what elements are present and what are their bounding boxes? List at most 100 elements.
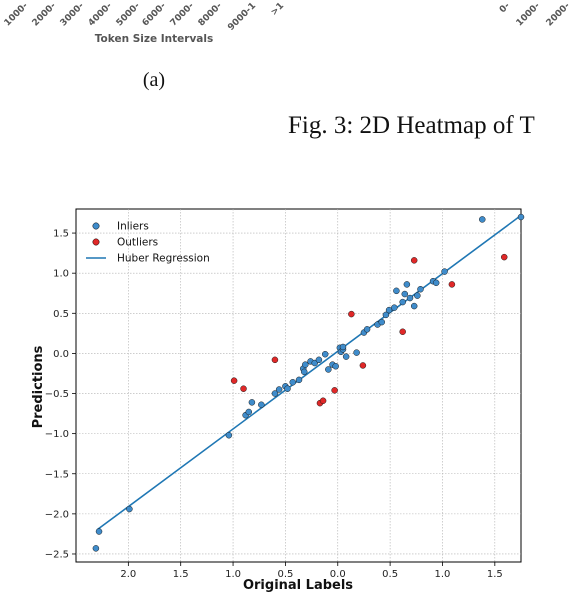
top-left-tick-label: 9000-1 (226, 1, 258, 33)
inlier-point (441, 268, 448, 275)
y-tick-label: −2.0 (45, 509, 69, 520)
y-tick-label: 1.0 (53, 269, 69, 280)
outlier-point (319, 397, 327, 404)
outlier-point (240, 385, 247, 392)
outlier-point (399, 328, 406, 335)
y-tick-label: −1.5 (45, 469, 69, 480)
outliers-points (230, 253, 508, 407)
top-subfigure-fragment: 1000- 2000- 3000- 4000- 5000-6000- 7000- 8000-… (3, 1, 572, 139)
figure-caption: Fig. 3: 2D Heatmap of T (288, 112, 535, 139)
top-left-tick-label: >1 (269, 1, 286, 18)
x-tick-label: 0.5 (382, 569, 398, 580)
outlier-point (500, 253, 508, 261)
top-left-tick-label: 5000- (115, 1, 143, 29)
top-left-tick-label: 7000- (169, 1, 197, 29)
inlier-point (401, 290, 409, 298)
inlier-point (321, 350, 329, 358)
outlier-point (331, 387, 338, 394)
plot-area-frame (75, 208, 522, 563)
inlier-point (393, 287, 400, 295)
scatter-chart: 2.0 1.5 1.0 0.5 0.0 0.5 1.0 1.5 1.5 1.0 0.5 0.0 −0.… (31, 208, 525, 592)
inlier-point (258, 401, 265, 409)
inlier-point (95, 528, 103, 535)
legend-regression-label: Huber Regression (117, 253, 210, 265)
top-x-axis-label: Token Size Intervals (95, 33, 213, 45)
outlier-point (348, 310, 355, 318)
inlier-point (295, 376, 303, 384)
top-left-tick-label: 6000- (141, 1, 169, 29)
x-tick-label: 1.5 (173, 569, 189, 580)
inlier-point (248, 399, 256, 406)
inlier-point (417, 285, 424, 293)
inlier-point (339, 343, 347, 351)
y-tick-label: 0.0 (53, 349, 69, 360)
top-right-tick-labels: 0- 1000- 2000- (498, 1, 572, 29)
top-left-tick-label: 2000- (31, 1, 59, 29)
outlier-point (271, 356, 279, 364)
inlier-point (378, 318, 385, 326)
inlier-point (126, 505, 133, 513)
inlier-point (225, 431, 233, 439)
top-right-tick-label: 2000- (545, 1, 572, 29)
inlier-point (382, 311, 390, 319)
outlier-point (410, 257, 418, 264)
y-tick-label: 0.5 (53, 309, 69, 320)
inlier-point (325, 366, 332, 373)
inlier-point (391, 304, 398, 311)
x-tick-label: 1.5 (487, 569, 503, 580)
x-tick-label: 0.5 (277, 569, 293, 580)
inlier-point (403, 281, 411, 288)
inlier-point (410, 302, 418, 310)
inlier-point (479, 216, 486, 223)
inlier-point (275, 386, 283, 393)
legend-inliers-marker (92, 222, 100, 230)
inlier-point (342, 353, 350, 360)
legend-outliers-marker (92, 238, 100, 246)
y-tick-label: −2.5 (45, 549, 69, 560)
inlier-point (301, 368, 308, 376)
outlier-point (230, 377, 238, 384)
y-tick-label: 1.5 (53, 229, 69, 240)
inlier-point (399, 298, 406, 306)
top-right-tick-label: 1000- (515, 1, 543, 29)
inlier-point (284, 385, 291, 392)
y-tick-label: −0.5 (45, 389, 69, 400)
x-tick-label: 0.0 (330, 569, 346, 580)
inlier-point (363, 326, 371, 333)
outlier-point (448, 281, 456, 288)
top-left-tick-labels: 1000- 2000- 3000- 4000- 5000-6000- 7000- 8000-… (3, 1, 286, 33)
inlier-point (289, 379, 296, 386)
inlier-point (406, 294, 414, 302)
y-axis-label: Predictions (31, 345, 46, 428)
subfigure-caption: (a) (143, 69, 165, 91)
inlier-point (92, 545, 100, 552)
legend-inliers-label: Inliers (117, 221, 149, 233)
top-right-tick-label: 0- (498, 1, 512, 15)
inliers-points (92, 213, 525, 552)
grid-lines (76, 209, 521, 562)
x-tick-label: 1.0 (225, 569, 241, 580)
inlier-point (302, 361, 309, 368)
x-axis-label: Original Labels (243, 578, 353, 592)
huber-regression-line (96, 214, 522, 531)
inlier-point (315, 356, 323, 364)
inlier-point (353, 349, 360, 356)
x-tick-label: 1.0 (435, 569, 451, 580)
y-axis-ticks: 1.5 1.0 0.5 0.0 −0.5 −1.0 −1.5 −2.0 −2.5 (45, 229, 76, 560)
x-axis-ticks: 2.0 1.5 1.0 0.5 0.0 0.5 1.0 1.5 (120, 562, 503, 580)
inlier-point (332, 362, 339, 370)
legend-outliers-label: Outliers (117, 237, 158, 249)
inlier-point (385, 306, 393, 314)
inlier-point (517, 213, 525, 221)
top-left-tick-label: 4000- (87, 1, 115, 29)
top-left-tick-label: 1000- (3, 1, 31, 29)
inlier-point (245, 408, 253, 416)
inlier-point (271, 390, 279, 397)
outlier-point (359, 362, 367, 369)
x-tick-label: 2.0 (120, 569, 136, 580)
top-left-tick-label: 3000- (59, 1, 87, 29)
inlier-point (414, 292, 421, 299)
inlier-point (432, 279, 440, 287)
legend: Inliers Outliers Huber Regression (86, 221, 210, 265)
